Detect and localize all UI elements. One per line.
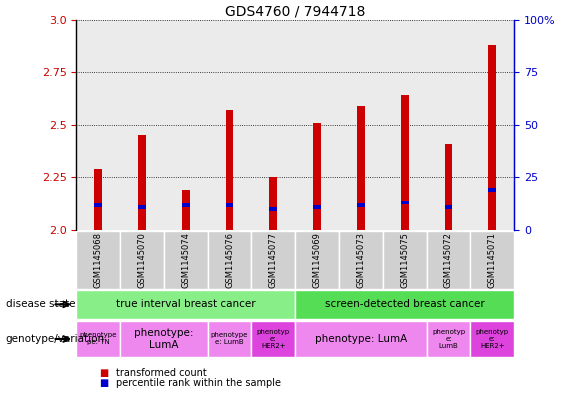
- Text: genotype/variation: genotype/variation: [6, 334, 105, 344]
- Bar: [313, 205, 321, 209]
- Text: GSM1145072: GSM1145072: [444, 232, 453, 288]
- Bar: [76, 321, 120, 357]
- Bar: [470, 231, 514, 289]
- Bar: [357, 203, 365, 207]
- Bar: [120, 231, 164, 289]
- Text: GSM1145070: GSM1145070: [137, 232, 146, 288]
- Bar: [182, 203, 190, 207]
- Bar: [208, 321, 251, 357]
- Bar: [401, 95, 408, 230]
- Text: GSM1145077: GSM1145077: [269, 232, 278, 288]
- Bar: [251, 321, 295, 357]
- Bar: [251, 231, 295, 289]
- Text: phenotyp
e:
HER2+: phenotyp e: HER2+: [476, 329, 509, 349]
- Text: GSM1145069: GSM1145069: [312, 232, 321, 288]
- Text: ■: ■: [99, 378, 108, 388]
- Bar: [270, 177, 277, 230]
- Bar: [94, 169, 102, 230]
- Bar: [76, 290, 295, 318]
- Bar: [470, 321, 514, 357]
- Text: GSM1145075: GSM1145075: [400, 232, 409, 288]
- Bar: [445, 205, 453, 209]
- Bar: [138, 135, 146, 230]
- Text: GSM1145071: GSM1145071: [488, 232, 497, 288]
- Text: percentile rank within the sample: percentile rank within the sample: [116, 378, 281, 388]
- Text: phenotype: LumA: phenotype: LumA: [315, 334, 407, 344]
- Bar: [120, 321, 208, 357]
- Bar: [76, 231, 120, 289]
- Bar: [295, 290, 514, 318]
- Bar: [225, 110, 233, 230]
- Text: phenotype:
LumA: phenotype: LumA: [134, 328, 194, 350]
- Bar: [295, 231, 339, 289]
- Title: GDS4760 / 7944718: GDS4760 / 7944718: [225, 4, 366, 18]
- Text: phenotyp
e:
HER2+: phenotyp e: HER2+: [257, 329, 290, 349]
- Bar: [427, 231, 470, 289]
- Text: phenotype
e: LumB: phenotype e: LumB: [211, 332, 248, 345]
- Bar: [339, 231, 383, 289]
- Bar: [164, 231, 208, 289]
- Bar: [313, 123, 321, 230]
- Bar: [138, 205, 146, 209]
- Bar: [94, 203, 102, 207]
- Bar: [225, 203, 233, 207]
- Bar: [208, 231, 251, 289]
- Bar: [427, 321, 470, 357]
- Text: GSM1145076: GSM1145076: [225, 232, 234, 288]
- Bar: [488, 45, 496, 230]
- Bar: [295, 321, 427, 357]
- Bar: [383, 231, 427, 289]
- Text: ■: ■: [99, 367, 108, 378]
- Text: phenotype
pe: TN: phenotype pe: TN: [80, 332, 117, 345]
- Text: transformed count: transformed count: [116, 367, 207, 378]
- Bar: [270, 207, 277, 211]
- Bar: [445, 144, 453, 230]
- Bar: [357, 106, 365, 230]
- Text: disease state: disease state: [6, 299, 75, 309]
- Text: GSM1145074: GSM1145074: [181, 232, 190, 288]
- Text: GSM1145073: GSM1145073: [357, 232, 366, 288]
- Bar: [182, 190, 190, 230]
- Text: screen-detected breast cancer: screen-detected breast cancer: [325, 299, 485, 309]
- Bar: [488, 188, 496, 192]
- Bar: [401, 201, 408, 204]
- Text: GSM1145068: GSM1145068: [94, 232, 103, 288]
- Text: phenotyp
e:
LumB: phenotyp e: LumB: [432, 329, 465, 349]
- Text: true interval breast cancer: true interval breast cancer: [116, 299, 255, 309]
